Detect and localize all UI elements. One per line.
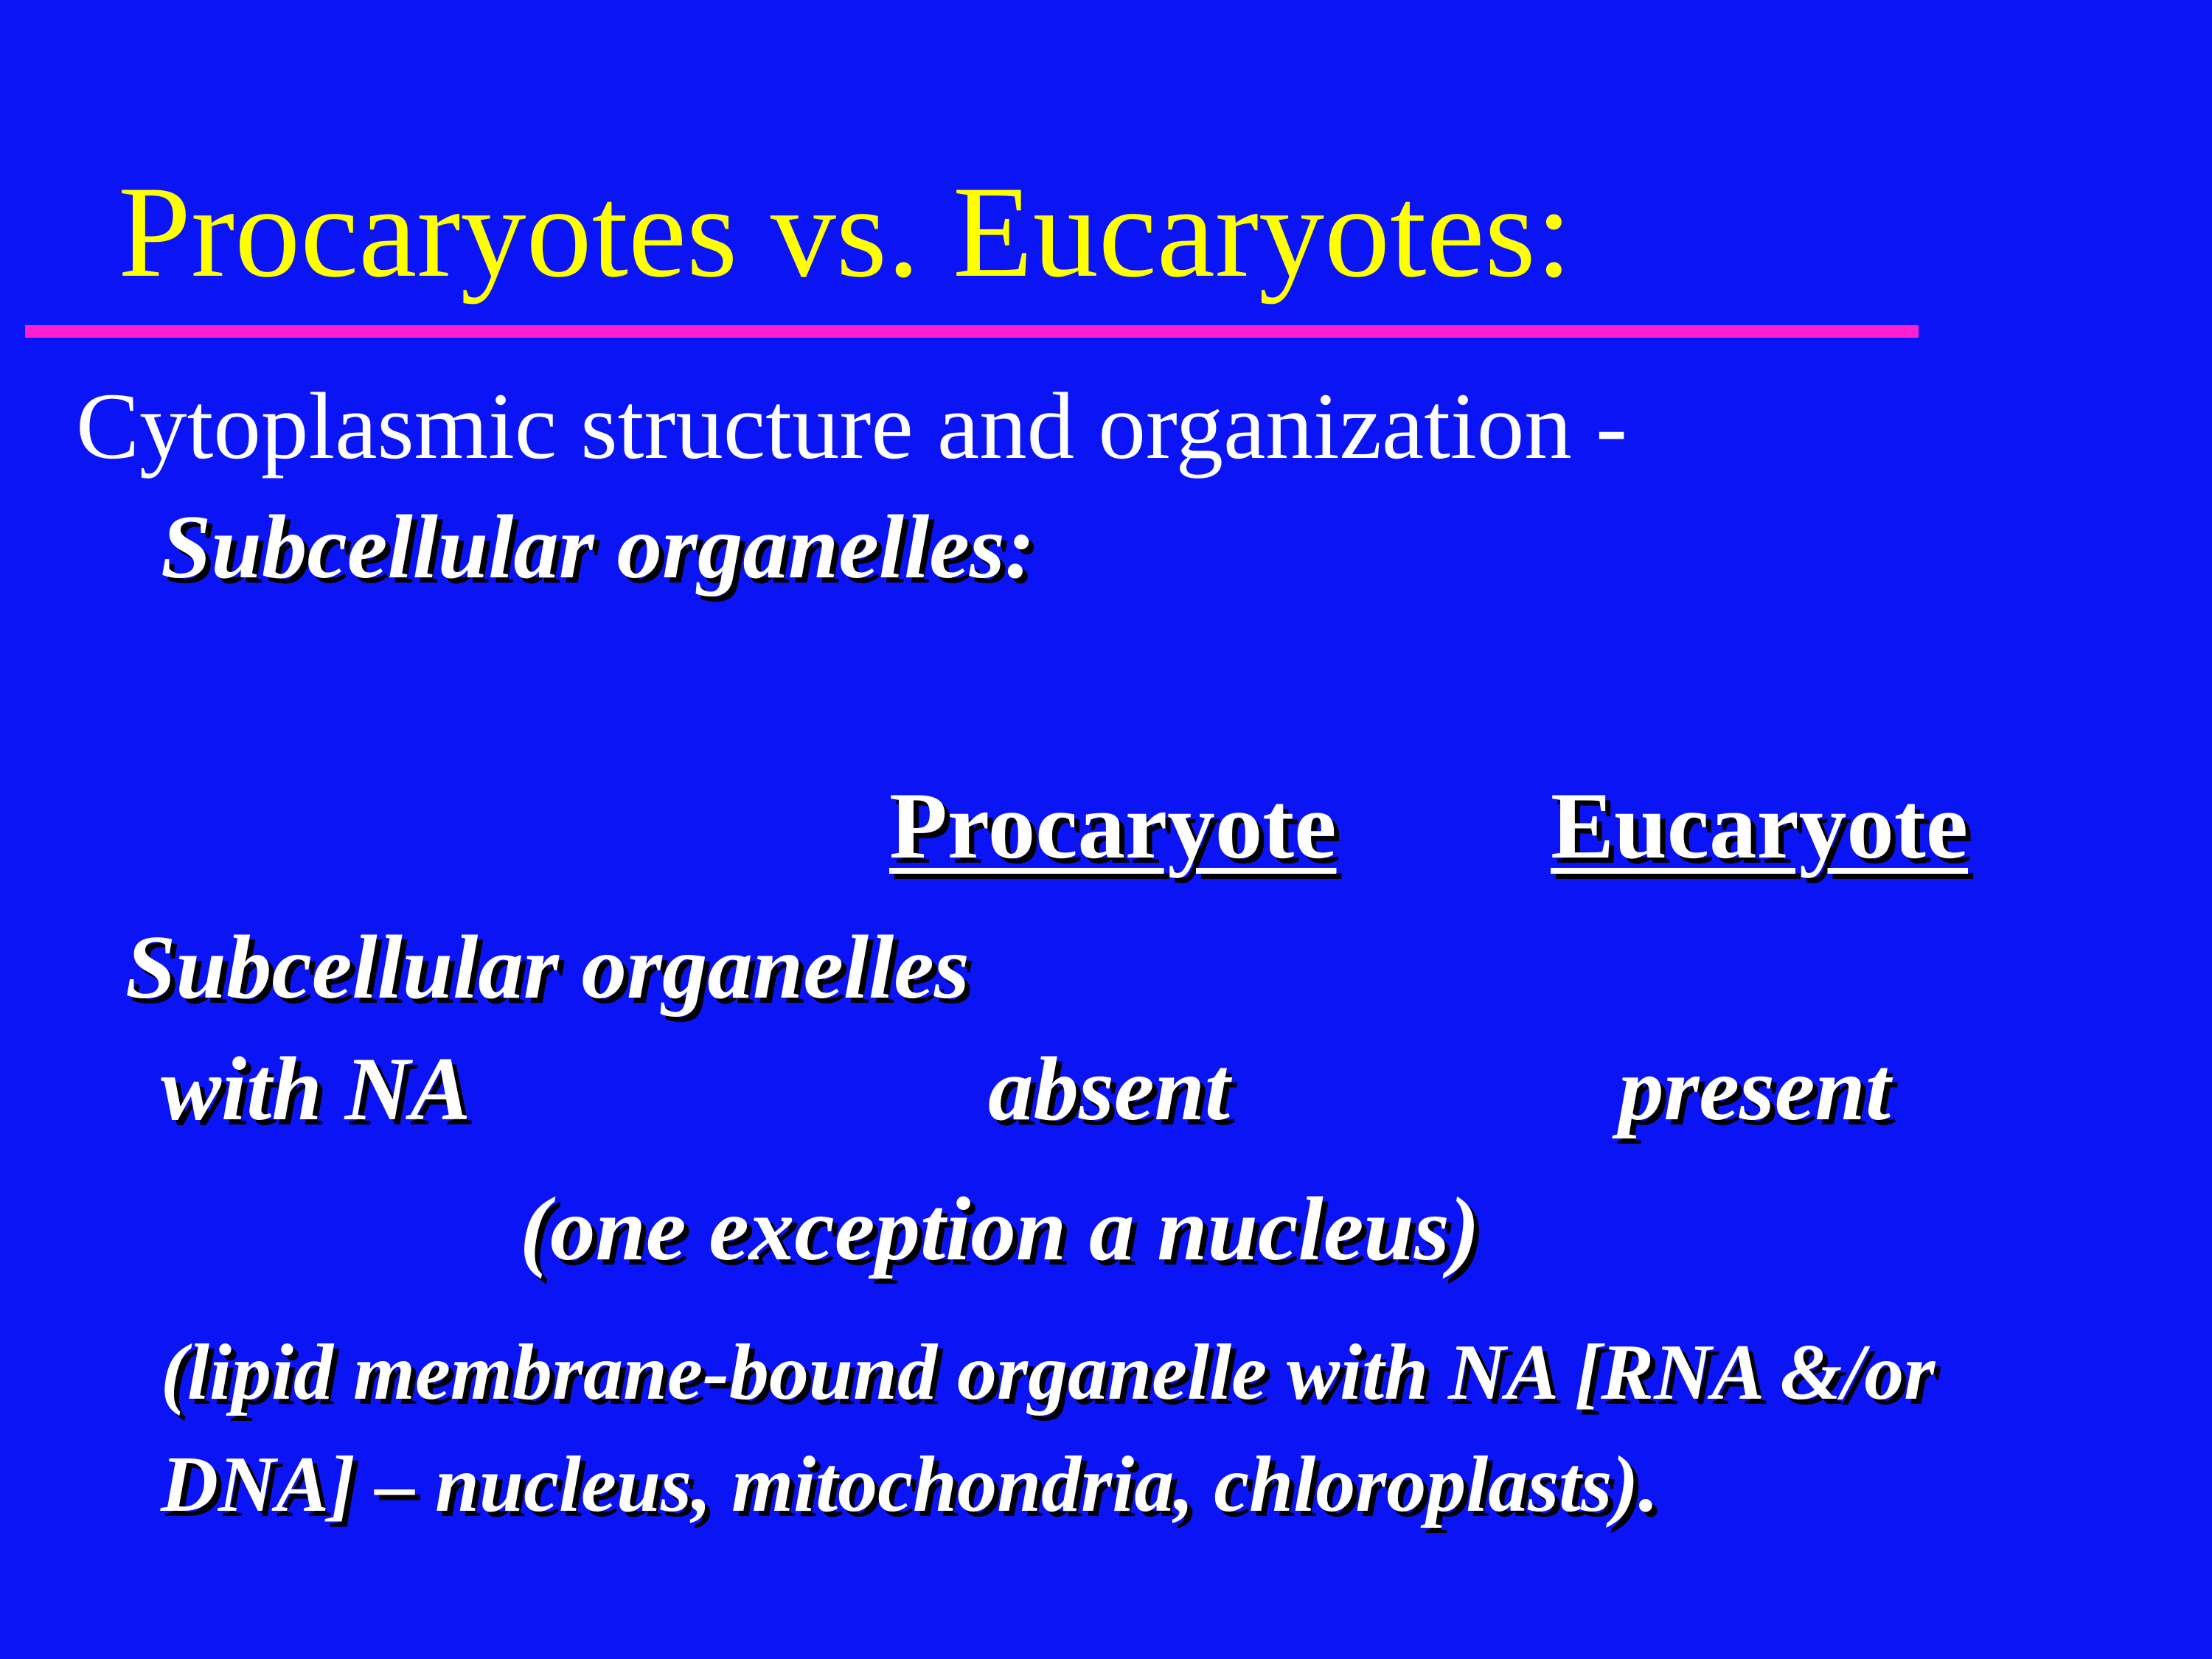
row-label-line2: with NA — [161, 1038, 471, 1139]
cell-eucaryote-value: present — [1618, 1038, 1891, 1139]
cell-procaryote-value: absent — [988, 1038, 1231, 1139]
section-label: Subcellular organelles: — [161, 496, 1035, 597]
exception-note: (one exception a nucleus) — [520, 1178, 1480, 1279]
slide-title: Procaryotes vs. Eucaryotes: — [118, 159, 1573, 305]
definition-note-line1: (lipid membrane-bound organelle with NA … — [161, 1329, 1935, 1416]
definition-note-line2: DNA] – nucleus, mitochondria, chloroplas… — [161, 1441, 1659, 1528]
row-label-line1: Subcellular organelles — [125, 917, 970, 1018]
column-header-procaryote: Procaryote — [889, 773, 1337, 878]
column-header-eucaryote: Eucaryote — [1551, 773, 1969, 878]
subtitle: Cytoplasmic structure and organization - — [76, 373, 1628, 479]
title-divider — [25, 325, 1919, 338]
